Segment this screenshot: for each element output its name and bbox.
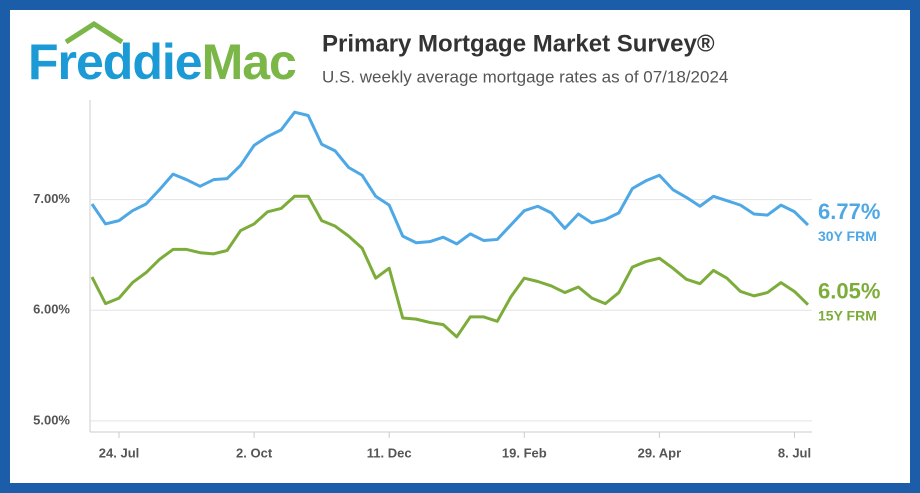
y-tick-label: 6.00% xyxy=(33,302,70,317)
line xyxy=(90,194,810,339)
end-value-label: 6.77% xyxy=(818,199,880,224)
y-tick-label: 7.00% xyxy=(33,191,70,206)
x-tick-label: 2. Oct xyxy=(236,445,273,460)
line xyxy=(90,110,810,246)
logo-roof xyxy=(64,21,124,45)
logo-second: Mac xyxy=(202,34,296,90)
legend-label: 15Y FRM xyxy=(818,307,877,323)
logo-first: Freddie xyxy=(28,34,202,90)
x-tick-label: 19. Feb xyxy=(502,445,547,460)
x-tick-label: 11. Dec xyxy=(367,445,412,460)
y-tick-label: 5.00% xyxy=(33,412,70,427)
x-tick-label: 29. Apr xyxy=(638,445,682,460)
chart-title: Primary Mortgage Market Survey® xyxy=(322,30,715,57)
x-tick-label: 24. Jul xyxy=(99,445,139,460)
chart-subtitle: U.S. weekly average mortgage rates as of… xyxy=(322,67,728,86)
end-value-label: 6.05% xyxy=(818,279,880,304)
x-tick-label: 8. Jul xyxy=(778,445,811,460)
logo: FreddieMac xyxy=(28,34,296,90)
legend-label: 30Y FRM xyxy=(818,228,877,244)
